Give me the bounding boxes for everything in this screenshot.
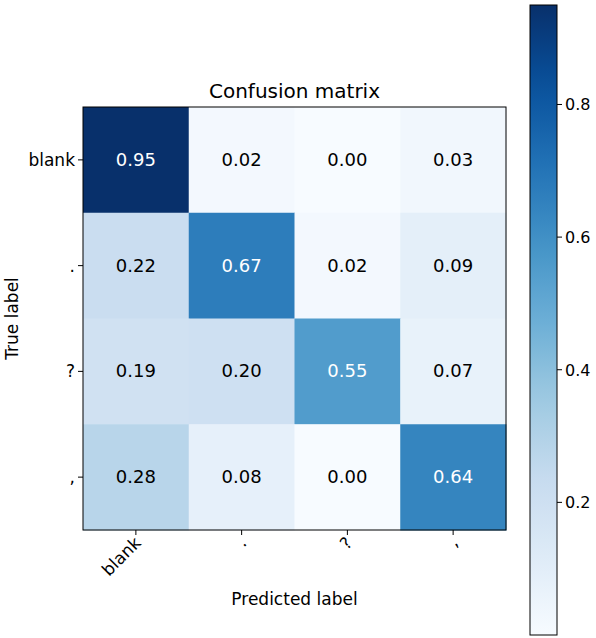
cell-label: 0.07	[433, 360, 473, 381]
cell	[400, 424, 506, 530]
colorbar-tick	[557, 237, 562, 238]
cell-label: 0.02	[327, 255, 367, 276]
cells	[83, 107, 507, 531]
x-axis-label: Predicted label	[231, 589, 357, 609]
cell	[400, 213, 506, 319]
colorbar-tick-label: 0.2	[565, 493, 590, 512]
cell-label: 0.64	[433, 466, 473, 487]
y-tick	[78, 477, 83, 478]
cell-label: 0.22	[116, 255, 156, 276]
y-axis-label: True label	[2, 277, 22, 361]
x-tick	[453, 530, 454, 535]
title: Confusion matrix	[209, 79, 380, 103]
cell	[83, 107, 189, 213]
cell	[400, 107, 506, 213]
cell	[295, 107, 401, 213]
y-tick	[78, 159, 83, 160]
cell	[295, 213, 401, 319]
cell-label: 0.09	[433, 255, 473, 276]
cell-label: 0.00	[327, 466, 367, 487]
cell	[189, 424, 295, 530]
colorbar-tick	[557, 369, 562, 370]
cell	[295, 319, 401, 425]
chart: Confusion matrix 0.95 0.02 0.00 0.03 0.22 0.67…	[0, 0, 596, 638]
colorbar	[530, 5, 557, 635]
cell-label: 0.55	[327, 360, 367, 381]
colorbar-tick-label: 0.4	[565, 361, 590, 380]
y-tick-label: .	[70, 256, 75, 276]
cell	[189, 107, 295, 213]
y-tick-label: blank	[28, 150, 75, 170]
x-tick	[241, 530, 242, 535]
x-tick	[135, 530, 136, 535]
cell	[83, 213, 189, 319]
frame	[83, 107, 506, 530]
x-tick	[347, 530, 348, 535]
cell-label: 0.03	[433, 149, 473, 170]
cell-label: 0.08	[222, 466, 262, 487]
y-tick-label: ?	[66, 361, 75, 381]
colorbar-tick-label: 0.6	[565, 228, 590, 247]
cell-label: 0.00	[327, 149, 367, 170]
y-tick	[78, 371, 83, 372]
cell	[83, 424, 189, 530]
y-tick-label: ,	[70, 467, 75, 487]
colorbar-tick-label: 0.8	[565, 95, 590, 114]
x-tick-label: .	[232, 533, 250, 551]
cell-label: 0.67	[222, 255, 262, 276]
cell-label: 0.19	[116, 360, 156, 381]
cell-label: 0.20	[222, 360, 262, 381]
x-tick-label: ,	[444, 533, 462, 551]
cell	[295, 424, 401, 530]
cell	[189, 213, 295, 319]
x-tick-label: blank	[98, 533, 145, 580]
cell-label: 0.02	[222, 149, 262, 170]
colorbar-tick	[557, 502, 562, 503]
colorbar-tick	[557, 104, 562, 105]
x-tick-label: ?	[336, 533, 357, 554]
cell	[189, 319, 295, 425]
cell-label: 0.95	[116, 149, 156, 170]
cell	[83, 319, 189, 425]
y-tick	[78, 265, 83, 266]
cell-label: 0.28	[116, 466, 156, 487]
cell	[400, 319, 506, 425]
